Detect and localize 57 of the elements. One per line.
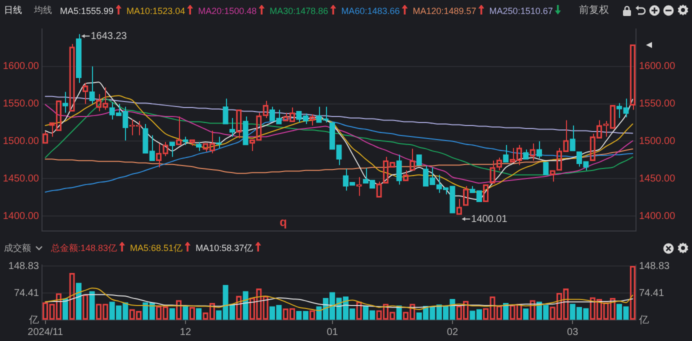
- annotation: q: [280, 215, 287, 229]
- text: 日线: [4, 4, 22, 16]
- candlestick: [396, 154, 402, 186]
- candlestick: [62, 91, 68, 114]
- bar: [196, 308, 202, 320]
- candlestick: [216, 136, 222, 148]
- line-series: [44, 104, 634, 184]
- text: MA30:1478.86: [270, 4, 336, 16]
- x-tick-label: 02: [446, 326, 458, 338]
- text: 均线: [34, 4, 52, 16]
- candlestick: [222, 98, 228, 124]
- bar: [242, 291, 248, 320]
- bar: [76, 282, 82, 320]
- y2-tick-label: 1400.00: [639, 210, 676, 222]
- x-tick-label: 12: [180, 326, 192, 338]
- x-tick-label: 01: [326, 326, 338, 338]
- bar: [62, 298, 68, 320]
- y2-tick-label: 1550.00: [639, 98, 676, 110]
- y2-tick-label: 1450.00: [639, 173, 676, 184]
- annotation: 1400.01: [471, 214, 508, 225]
- bar: [169, 308, 175, 320]
- y-tick-label: 1600.00: [2, 61, 40, 72]
- candlestick: [570, 125, 576, 152]
- y-tick-label: 亿: [28, 314, 39, 326]
- candlestick: [242, 116, 248, 146]
- candlestick: [523, 148, 529, 160]
- text: MA250:1510.67: [489, 4, 561, 16]
- text: MA120:1489.57: [412, 4, 484, 16]
- text: MA60:1483.66: [341, 4, 408, 16]
- y2-tick-label: 1600.00: [639, 61, 676, 72]
- bar: [523, 308, 529, 320]
- candlestick: [503, 144, 509, 162]
- y-tick-label: 74.41: [14, 288, 40, 299]
- text: 总金额:148.83亿: [51, 242, 126, 254]
- candlestick: [89, 66, 95, 104]
- text: 前复权: [579, 4, 609, 17]
- x-tick-label: 2024/11: [28, 326, 64, 338]
- y2-tick-label: 74.41: [639, 288, 664, 299]
- y-tick-label: 1450.00: [2, 173, 40, 184]
- text: MA10:58.37亿: [196, 242, 262, 254]
- y-tick-label: 148.83: [8, 260, 40, 272]
- text: MA10:1523.04: [126, 4, 194, 16]
- y2-tick-label: 亿: [638, 314, 649, 326]
- bar: [89, 291, 95, 320]
- y-tick-label: 1400.00: [2, 210, 40, 222]
- y2-tick-label: 1500.00: [639, 136, 676, 147]
- y-tick-label: 1500.00: [2, 136, 40, 147]
- annotation: 1643.23: [90, 30, 128, 42]
- x-tick-label: 03: [567, 326, 579, 338]
- text: MA5:1555.99: [60, 4, 122, 16]
- y-tick-label: 1550.00: [2, 98, 40, 110]
- bar: [182, 306, 188, 320]
- candlestick: [182, 136, 188, 146]
- text: 成交额: [4, 242, 31, 254]
- text: MA5:68.51亿: [130, 242, 191, 254]
- text: MA20:1500.48: [198, 4, 265, 16]
- y2-tick-label: 148.83: [639, 260, 670, 272]
